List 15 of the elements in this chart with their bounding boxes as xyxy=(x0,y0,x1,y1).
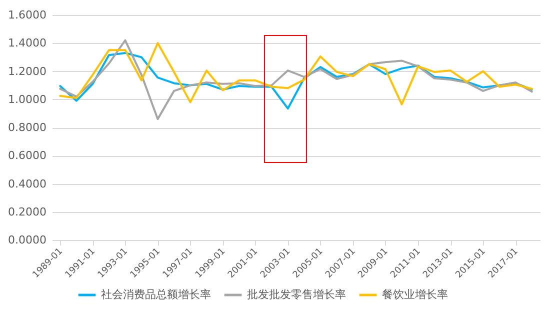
line-series xyxy=(59,52,533,110)
y-tick-label: 1.6000 xyxy=(8,8,46,22)
y-tick-label: 1.4000 xyxy=(8,36,46,50)
line-series xyxy=(59,39,533,120)
y-tick-label: 1.2000 xyxy=(8,64,46,78)
legend-label: 社会消费品总额增长率 xyxy=(101,288,211,301)
y-tick-label: 0.6000 xyxy=(8,149,46,162)
legend-label: 餐饮业增长率 xyxy=(382,288,448,301)
y-tick-label: 0.2000 xyxy=(8,205,46,218)
line-series xyxy=(59,42,533,106)
y-tick-label: 1.0000 xyxy=(8,92,46,106)
y-tick-label: 0.0000 xyxy=(8,234,46,246)
y-tick-label: 0.4000 xyxy=(8,177,46,190)
legend-label: 批发批发零售增长率 xyxy=(247,288,346,301)
y-tick-label: 0.8000 xyxy=(8,121,46,134)
